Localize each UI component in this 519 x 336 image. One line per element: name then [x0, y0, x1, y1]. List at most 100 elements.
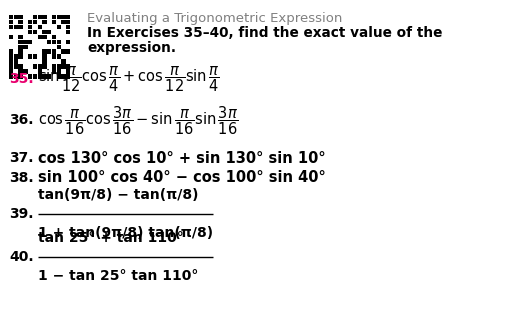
FancyBboxPatch shape: [9, 54, 13, 59]
FancyBboxPatch shape: [52, 20, 56, 24]
FancyBboxPatch shape: [37, 74, 42, 79]
FancyBboxPatch shape: [37, 69, 42, 74]
Text: $\cos\dfrac{\pi}{16}\cos\dfrac{3\pi}{16}-\sin\dfrac{\pi}{16}\sin\dfrac{3\pi}{16}: $\cos\dfrac{\pi}{16}\cos\dfrac{3\pi}{16}…: [37, 104, 238, 137]
FancyBboxPatch shape: [23, 40, 28, 44]
FancyBboxPatch shape: [66, 49, 70, 54]
FancyBboxPatch shape: [66, 15, 70, 19]
Text: 40.: 40.: [9, 250, 34, 264]
Text: 39.: 39.: [9, 207, 34, 221]
FancyBboxPatch shape: [57, 65, 61, 69]
FancyBboxPatch shape: [33, 54, 37, 59]
FancyBboxPatch shape: [61, 69, 65, 74]
FancyBboxPatch shape: [9, 15, 13, 19]
FancyBboxPatch shape: [19, 25, 23, 29]
FancyBboxPatch shape: [42, 30, 47, 34]
FancyBboxPatch shape: [42, 20, 47, 24]
FancyBboxPatch shape: [66, 20, 70, 24]
FancyBboxPatch shape: [61, 15, 65, 19]
FancyBboxPatch shape: [37, 35, 42, 39]
FancyBboxPatch shape: [28, 25, 32, 29]
Text: 38.: 38.: [9, 171, 34, 185]
FancyBboxPatch shape: [33, 74, 37, 79]
Text: 1 − tan 25° tan 110°: 1 − tan 25° tan 110°: [37, 269, 198, 283]
FancyBboxPatch shape: [9, 25, 13, 29]
FancyBboxPatch shape: [52, 54, 56, 59]
FancyBboxPatch shape: [9, 49, 13, 54]
FancyBboxPatch shape: [61, 59, 65, 64]
FancyBboxPatch shape: [66, 74, 70, 79]
FancyBboxPatch shape: [33, 20, 37, 24]
Text: 35.: 35.: [9, 72, 34, 86]
FancyBboxPatch shape: [28, 74, 32, 79]
FancyBboxPatch shape: [42, 35, 47, 39]
FancyBboxPatch shape: [52, 40, 56, 44]
Text: expression.: expression.: [87, 41, 176, 55]
FancyBboxPatch shape: [57, 40, 61, 44]
FancyBboxPatch shape: [9, 20, 13, 24]
FancyBboxPatch shape: [52, 49, 56, 54]
Text: In Exercises 35–40, find the exact value of the: In Exercises 35–40, find the exact value…: [87, 26, 442, 40]
FancyBboxPatch shape: [9, 59, 13, 64]
FancyBboxPatch shape: [57, 74, 61, 79]
FancyBboxPatch shape: [19, 54, 23, 59]
FancyBboxPatch shape: [42, 74, 47, 79]
FancyBboxPatch shape: [66, 40, 70, 44]
FancyBboxPatch shape: [19, 74, 23, 79]
FancyBboxPatch shape: [37, 25, 42, 29]
FancyBboxPatch shape: [13, 74, 18, 79]
FancyBboxPatch shape: [42, 65, 47, 69]
FancyBboxPatch shape: [19, 49, 23, 54]
FancyBboxPatch shape: [13, 69, 18, 74]
FancyBboxPatch shape: [47, 30, 51, 34]
Text: cos 130° cos 10° + sin 130° sin 10°: cos 130° cos 10° + sin 130° sin 10°: [37, 151, 325, 166]
FancyBboxPatch shape: [13, 25, 18, 29]
FancyBboxPatch shape: [28, 20, 32, 24]
Text: sin 100° cos 40° − cos 100° sin 40°: sin 100° cos 40° − cos 100° sin 40°: [37, 170, 325, 185]
Text: tan(9π/8) − tan(π/8): tan(9π/8) − tan(π/8): [37, 188, 198, 202]
FancyBboxPatch shape: [23, 69, 28, 74]
FancyBboxPatch shape: [42, 49, 47, 54]
FancyBboxPatch shape: [61, 69, 66, 74]
FancyBboxPatch shape: [19, 65, 23, 69]
FancyBboxPatch shape: [52, 65, 56, 69]
FancyBboxPatch shape: [19, 45, 23, 49]
FancyBboxPatch shape: [19, 69, 23, 74]
FancyBboxPatch shape: [13, 19, 19, 24]
FancyBboxPatch shape: [23, 45, 28, 49]
FancyBboxPatch shape: [57, 25, 61, 29]
FancyBboxPatch shape: [13, 20, 18, 24]
FancyBboxPatch shape: [52, 35, 56, 39]
FancyBboxPatch shape: [47, 40, 51, 44]
FancyBboxPatch shape: [47, 74, 51, 79]
Text: $\sin\dfrac{\pi}{12}\cos\dfrac{\pi}{4}+\cos\dfrac{\pi}{12}\sin\dfrac{\pi}{4}$: $\sin\dfrac{\pi}{12}\cos\dfrac{\pi}{4}+\…: [37, 64, 220, 93]
FancyBboxPatch shape: [13, 59, 18, 64]
FancyBboxPatch shape: [19, 15, 23, 19]
FancyBboxPatch shape: [19, 40, 23, 44]
FancyBboxPatch shape: [57, 15, 61, 19]
FancyBboxPatch shape: [13, 65, 18, 69]
FancyBboxPatch shape: [33, 30, 37, 34]
FancyBboxPatch shape: [42, 54, 47, 59]
FancyBboxPatch shape: [61, 65, 65, 69]
FancyBboxPatch shape: [37, 65, 42, 69]
Text: tan 25° + tan 110°: tan 25° + tan 110°: [37, 232, 183, 245]
FancyBboxPatch shape: [37, 15, 42, 19]
FancyBboxPatch shape: [61, 20, 65, 24]
FancyBboxPatch shape: [13, 15, 18, 19]
FancyBboxPatch shape: [9, 65, 13, 69]
FancyBboxPatch shape: [61, 74, 65, 79]
FancyBboxPatch shape: [61, 49, 65, 54]
FancyBboxPatch shape: [57, 54, 61, 59]
FancyBboxPatch shape: [42, 59, 47, 64]
FancyBboxPatch shape: [28, 54, 32, 59]
FancyBboxPatch shape: [47, 49, 51, 54]
Text: 36.: 36.: [9, 113, 34, 127]
FancyBboxPatch shape: [66, 65, 70, 69]
FancyBboxPatch shape: [57, 69, 61, 74]
FancyBboxPatch shape: [66, 25, 70, 29]
FancyBboxPatch shape: [57, 45, 61, 49]
FancyBboxPatch shape: [9, 69, 13, 74]
FancyBboxPatch shape: [66, 69, 70, 74]
FancyBboxPatch shape: [9, 35, 13, 39]
Text: 37.: 37.: [9, 151, 34, 165]
